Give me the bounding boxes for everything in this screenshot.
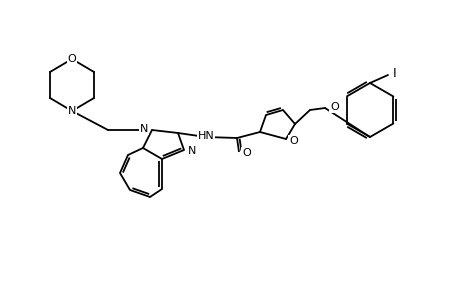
- Text: N: N: [67, 106, 76, 116]
- Text: HN: HN: [197, 131, 214, 141]
- Text: I: I: [392, 67, 396, 80]
- Text: O: O: [241, 148, 250, 158]
- Text: N: N: [140, 124, 148, 134]
- Text: O: O: [288, 136, 297, 146]
- Text: O: O: [329, 102, 338, 112]
- Text: N: N: [188, 146, 196, 156]
- Text: O: O: [67, 54, 76, 64]
